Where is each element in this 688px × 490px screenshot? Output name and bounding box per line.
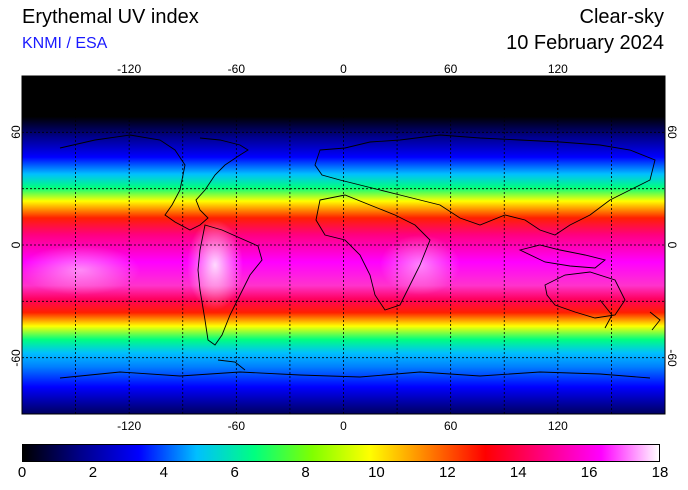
colorbar-tick-label: 16 — [580, 464, 598, 481]
colorbar-tick-label: 12 — [438, 464, 456, 481]
latitude-tick-label: -60 — [9, 348, 23, 367]
latitude-tick-label: 60 — [665, 125, 679, 139]
map-title: Erythemal UV index — [22, 6, 199, 28]
longitude-tick-label: 120 — [547, 419, 568, 433]
longitude-tick-label: 120 — [547, 62, 568, 76]
colorbar-tick-label: 8 — [301, 464, 310, 481]
colorbar-tick-label: 0 — [17, 464, 27, 481]
latitude-tick-label: -60 — [665, 348, 679, 367]
latitude-tick-label: 0 — [9, 241, 23, 249]
longitude-tick-label: 60 — [443, 419, 458, 433]
longitude-tick-label: 60 — [443, 62, 458, 76]
lat-lon-grid — [22, 76, 665, 414]
map-date: 10 February 2024 — [506, 32, 664, 54]
uv-peak-pacific — [22, 245, 140, 295]
map-source: KNMI / ESA — [22, 35, 108, 52]
longitude-tick-label: -120 — [117, 419, 142, 433]
sky-condition: Clear-sky — [579, 6, 664, 28]
latitude-tick-label: 60 — [9, 125, 23, 140]
colorbar-tick-label: 4 — [159, 464, 168, 481]
colorbar-tick-label: 14 — [509, 464, 527, 481]
longitude-tick-label: 0 — [340, 419, 347, 433]
uv-colorbar — [22, 444, 660, 462]
coastlines — [59, 134, 661, 379]
longitude-tick-label: -120 — [117, 62, 142, 76]
colorbar-tick-label: 18 — [651, 464, 669, 481]
longitude-tick-label: -60 — [227, 62, 245, 76]
colorbar-tick-label: 10 — [368, 464, 385, 481]
colorbar-tick-label: 2 — [88, 464, 98, 481]
longitude-tick-label: -60 — [227, 419, 245, 433]
longitude-tick-label: 0 — [340, 62, 347, 76]
colorbar-tick-label: 6 — [230, 464, 239, 481]
latitude-tick-label: 0 — [665, 241, 679, 249]
uv-peak-andes — [187, 220, 243, 310]
